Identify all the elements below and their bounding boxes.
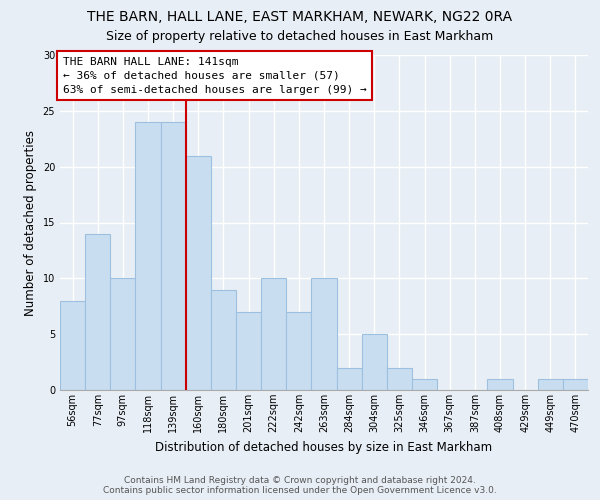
Text: THE BARN HALL LANE: 141sqm
← 36% of detached houses are smaller (57)
63% of semi: THE BARN HALL LANE: 141sqm ← 36% of deta… (62, 56, 367, 94)
Bar (161, 122, 186, 390)
X-axis label: Distribution of detached houses by size in East Markham: Distribution of detached houses by size … (155, 440, 493, 454)
Y-axis label: Number of detached properties: Number of detached properties (24, 130, 37, 316)
Text: THE BARN, HALL LANE, EAST MARKHAM, NEWARK, NG22 0RA: THE BARN, HALL LANE, EAST MARKHAM, NEWAR… (88, 10, 512, 24)
Bar (211, 290, 236, 390)
Bar (85, 234, 110, 390)
Text: Contains HM Land Registry data © Crown copyright and database right 2024.
Contai: Contains HM Land Registry data © Crown c… (103, 476, 497, 495)
Bar (387, 368, 412, 390)
Bar (412, 379, 437, 390)
Bar (538, 379, 563, 390)
Bar (236, 312, 261, 390)
Bar (286, 312, 311, 390)
Bar (136, 122, 161, 390)
Bar (186, 156, 211, 390)
Bar (60, 300, 85, 390)
Bar (487, 379, 512, 390)
Bar (311, 278, 337, 390)
Bar (362, 334, 387, 390)
Bar (261, 278, 286, 390)
Bar (110, 278, 136, 390)
Bar (337, 368, 362, 390)
Text: Size of property relative to detached houses in East Markham: Size of property relative to detached ho… (106, 30, 494, 43)
Bar (563, 379, 588, 390)
